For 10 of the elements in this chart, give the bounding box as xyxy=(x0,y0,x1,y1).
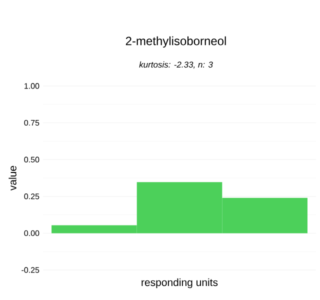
y-tick-label: 1.00 xyxy=(24,83,40,89)
y-tick-label: 0.25 xyxy=(24,194,40,200)
y-axis-title: value xyxy=(8,166,16,191)
chart-subtitle: kurtosis: -2.33, n: 3 xyxy=(139,61,213,69)
y-tick-label: -0.25 xyxy=(22,267,40,273)
x-axis-title: responding units xyxy=(142,278,218,288)
y-tick-label: 0.00 xyxy=(24,230,40,236)
y-tick-label: 0.50 xyxy=(24,156,40,162)
y-tick-label: 0.75 xyxy=(24,120,40,126)
chart-title: 2-methylisoborneol xyxy=(126,36,226,48)
